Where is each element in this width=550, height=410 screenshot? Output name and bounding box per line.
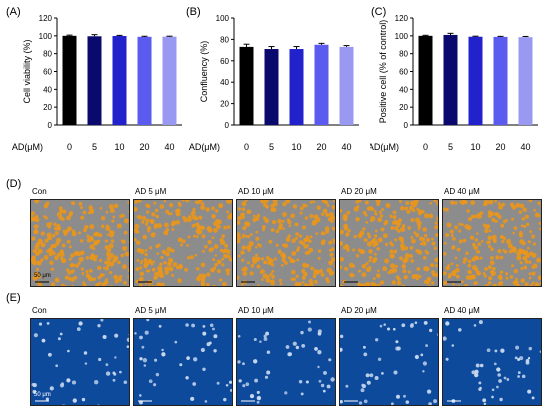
x-tick-label: 5 — [92, 142, 97, 152]
bar — [289, 49, 304, 125]
y-tick-label: 20 — [43, 103, 52, 112]
image-caption: AD 5 μM — [135, 187, 167, 196]
scale-bar-label: 50 μm — [34, 273, 51, 279]
y-axis-label: Cell viability (%) — [22, 39, 32, 103]
y-tick-label: 60 — [399, 68, 408, 77]
bar — [162, 36, 177, 125]
bar — [137, 36, 152, 126]
bar — [493, 36, 508, 125]
bar — [443, 34, 458, 125]
y-tick-label: 20 — [399, 103, 408, 112]
stained-cells-image — [133, 318, 233, 406]
y-tick-label: 0 — [404, 121, 409, 130]
scale-bar-label: 50 μm — [34, 392, 51, 398]
y-tick-label: 100 — [395, 32, 409, 41]
bar-chart-confluency: 0 20 40 60 80 100 Confluency (%) AD(μM) 0 5 10 20 40 — [189, 14, 359, 152]
x-axis-label: AD(μM) — [370, 142, 399, 152]
image-caption: AD 20 μM — [341, 187, 377, 196]
stained-cells-image — [236, 318, 336, 406]
x-tick-label: 40 — [341, 142, 351, 152]
y-tick-label: 100 — [39, 32, 53, 41]
y-tick-label: 100 — [216, 14, 230, 23]
x-tick-label: 10 — [114, 142, 124, 152]
y-tick-label: 40 — [43, 85, 52, 94]
bar — [518, 37, 533, 125]
x-tick-label: 5 — [448, 142, 453, 152]
y-axis-label: Confluency (%) — [199, 41, 209, 103]
bar — [314, 44, 329, 125]
confluency-image — [236, 199, 336, 287]
x-tick-label: 20 — [139, 142, 149, 152]
y-tick-label: 80 — [43, 50, 52, 59]
y-tick-label: 80 — [220, 35, 229, 44]
image-caption: AD 40 μM — [444, 187, 480, 196]
image-caption: Con — [32, 306, 47, 315]
y-tick-label: 120 — [395, 14, 409, 23]
panel-label-a: (A) — [6, 6, 21, 18]
bar — [239, 46, 254, 125]
image-caption: AD 40 μM — [444, 306, 480, 315]
y-tick-label: 80 — [399, 50, 408, 59]
x-tick-label: 40 — [520, 142, 530, 152]
panel-label-b: (B) — [186, 6, 201, 18]
bar — [62, 35, 77, 126]
confluency-image — [133, 199, 233, 287]
x-tick-label: 0 — [67, 142, 72, 152]
x-tick-label: 20 — [495, 142, 505, 152]
stained-cells-image — [339, 318, 439, 406]
panel-label-e: (E) — [6, 292, 21, 304]
y-tick-label: 120 — [39, 14, 53, 23]
bar — [264, 49, 279, 125]
stained-cells-image — [442, 318, 542, 406]
confluency-image — [339, 199, 439, 287]
bar — [468, 36, 483, 125]
bar — [339, 46, 354, 125]
bar — [112, 36, 127, 125]
x-tick-label: 20 — [316, 142, 326, 152]
x-tick-label: 0 — [423, 142, 428, 152]
x-tick-label: 40 — [164, 142, 174, 152]
panel-label-c: (C) — [371, 6, 387, 18]
bar-chart-cell-viability: 0 20 40 60 80 100 120 Cell viability (%) AD(μM) 0… — [12, 14, 182, 152]
y-tick-label: 40 — [399, 85, 408, 94]
y-axis-label: Positive cell (% of control) — [378, 20, 388, 124]
stained-cells-image: 50 μm — [30, 318, 130, 406]
image-caption: AD 10 μM — [238, 187, 274, 196]
x-tick-label: 5 — [269, 142, 274, 152]
y-tick-label: 60 — [220, 57, 229, 66]
bar — [418, 35, 433, 126]
y-tick-label: 60 — [43, 68, 52, 77]
x-tick-label: 10 — [470, 142, 480, 152]
confluency-image — [442, 199, 542, 287]
image-caption: AD 20 μM — [341, 306, 377, 315]
y-tick-label: 0 — [225, 121, 230, 130]
x-tick-label: 10 — [291, 142, 301, 152]
x-axis-label: AD(μM) — [189, 142, 220, 152]
x-axis-label: AD(μM) — [12, 142, 43, 152]
panel-label-d: (D) — [6, 178, 22, 190]
image-caption: AD 5 μM — [135, 306, 167, 315]
x-tick-label: 0 — [244, 142, 249, 152]
bar — [87, 36, 102, 125]
y-tick-label: 20 — [220, 100, 229, 109]
image-caption: Con — [32, 187, 47, 196]
y-tick-label: 0 — [48, 121, 53, 130]
y-tick-label: 40 — [220, 78, 229, 87]
image-caption: AD 10 μM — [238, 306, 274, 315]
confluency-image: 50 μm — [30, 199, 130, 287]
